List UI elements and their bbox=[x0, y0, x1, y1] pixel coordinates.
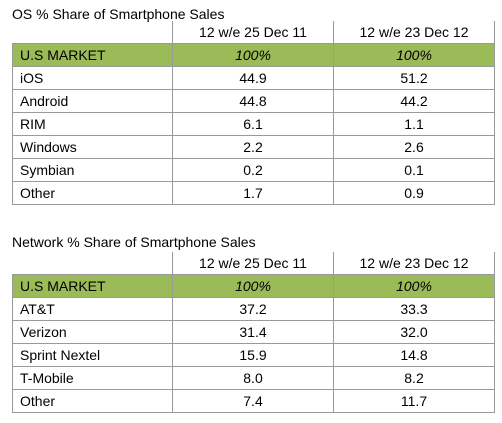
os-share-title: OS % Share of Smartphone Sales bbox=[12, 6, 225, 22]
cell-2012: 1.1 bbox=[333, 112, 495, 136]
cell-2011: 8.0 bbox=[172, 366, 334, 390]
row-label: iOS bbox=[12, 66, 173, 90]
row-label: U.S MARKET bbox=[12, 274, 173, 298]
row-label: Android bbox=[12, 89, 173, 113]
cell-2011: 31.4 bbox=[172, 320, 334, 344]
table-row: Verizon 31.4 32.0 bbox=[12, 320, 495, 344]
cell-2012: 33.3 bbox=[333, 297, 495, 321]
cell-2012: 44.2 bbox=[333, 89, 495, 113]
cell-2012: 51.2 bbox=[333, 66, 495, 90]
table-row: Android 44.8 44.2 bbox=[12, 89, 495, 113]
cell-2011: 100% bbox=[172, 43, 334, 67]
table-header-row: 12 w/e 25 Dec 11 12 w/e 23 Dec 12 bbox=[12, 252, 495, 275]
table-row: Other 1.7 0.9 bbox=[12, 181, 495, 205]
row-label: Other bbox=[12, 389, 173, 413]
cell-2011: 44.9 bbox=[172, 66, 334, 90]
table-row: iOS 44.9 51.2 bbox=[12, 66, 495, 90]
market-total-row: U.S MARKET 100% 100% bbox=[12, 43, 495, 67]
cell-2012: 11.7 bbox=[333, 389, 495, 413]
table-row: Symbian 0.2 0.1 bbox=[12, 158, 495, 182]
network-share-title: Network % Share of Smartphone Sales bbox=[12, 234, 256, 250]
cell-2011: 1.7 bbox=[172, 181, 334, 205]
row-label: Symbian bbox=[12, 158, 173, 182]
os-share-table: 12 w/e 25 Dec 11 12 w/e 23 Dec 12 U.S MA… bbox=[12, 21, 495, 205]
cell-2012: 32.0 bbox=[333, 320, 495, 344]
cell-2012: 0.1 bbox=[333, 158, 495, 182]
row-label: Verizon bbox=[12, 320, 173, 344]
column-header-2012: 12 w/e 23 Dec 12 bbox=[333, 252, 495, 275]
column-header-2011: 12 w/e 25 Dec 11 bbox=[172, 252, 334, 275]
table-header-row: 12 w/e 25 Dec 11 12 w/e 23 Dec 12 bbox=[12, 21, 495, 44]
table-row: Windows 2.2 2.6 bbox=[12, 135, 495, 159]
cell-2012: 100% bbox=[333, 43, 495, 67]
table-row: Other 7.4 11.7 bbox=[12, 389, 495, 413]
network-share-table: 12 w/e 25 Dec 11 12 w/e 23 Dec 12 U.S MA… bbox=[12, 252, 495, 413]
cell-2011: 2.2 bbox=[172, 135, 334, 159]
table-row: AT&T 37.2 33.3 bbox=[12, 297, 495, 321]
cell-2012: 0.9 bbox=[333, 181, 495, 205]
column-header-blank bbox=[12, 21, 173, 44]
cell-2011: 44.8 bbox=[172, 89, 334, 113]
cell-2011: 100% bbox=[172, 274, 334, 298]
cell-2011: 6.1 bbox=[172, 112, 334, 136]
row-label: RIM bbox=[12, 112, 173, 136]
cell-2012: 8.2 bbox=[333, 366, 495, 390]
row-label: U.S MARKET bbox=[12, 43, 173, 67]
row-label: Other bbox=[12, 181, 173, 205]
column-header-blank bbox=[12, 252, 173, 275]
cell-2011: 15.9 bbox=[172, 343, 334, 367]
cell-2012: 100% bbox=[333, 274, 495, 298]
row-label: Windows bbox=[12, 135, 173, 159]
column-header-2012: 12 w/e 23 Dec 12 bbox=[333, 21, 495, 44]
row-label: AT&T bbox=[12, 297, 173, 321]
table-row: RIM 6.1 1.1 bbox=[12, 112, 495, 136]
row-label: T-Mobile bbox=[12, 366, 173, 390]
cell-2011: 7.4 bbox=[172, 389, 334, 413]
table-row: T-Mobile 8.0 8.2 bbox=[12, 366, 495, 390]
cell-2012: 2.6 bbox=[333, 135, 495, 159]
cell-2012: 14.8 bbox=[333, 343, 495, 367]
cell-2011: 37.2 bbox=[172, 297, 334, 321]
cell-2011: 0.2 bbox=[172, 158, 334, 182]
row-label: Sprint Nextel bbox=[12, 343, 173, 367]
table-row: Sprint Nextel 15.9 14.8 bbox=[12, 343, 495, 367]
market-total-row: U.S MARKET 100% 100% bbox=[12, 274, 495, 298]
column-header-2011: 12 w/e 25 Dec 11 bbox=[172, 21, 334, 44]
